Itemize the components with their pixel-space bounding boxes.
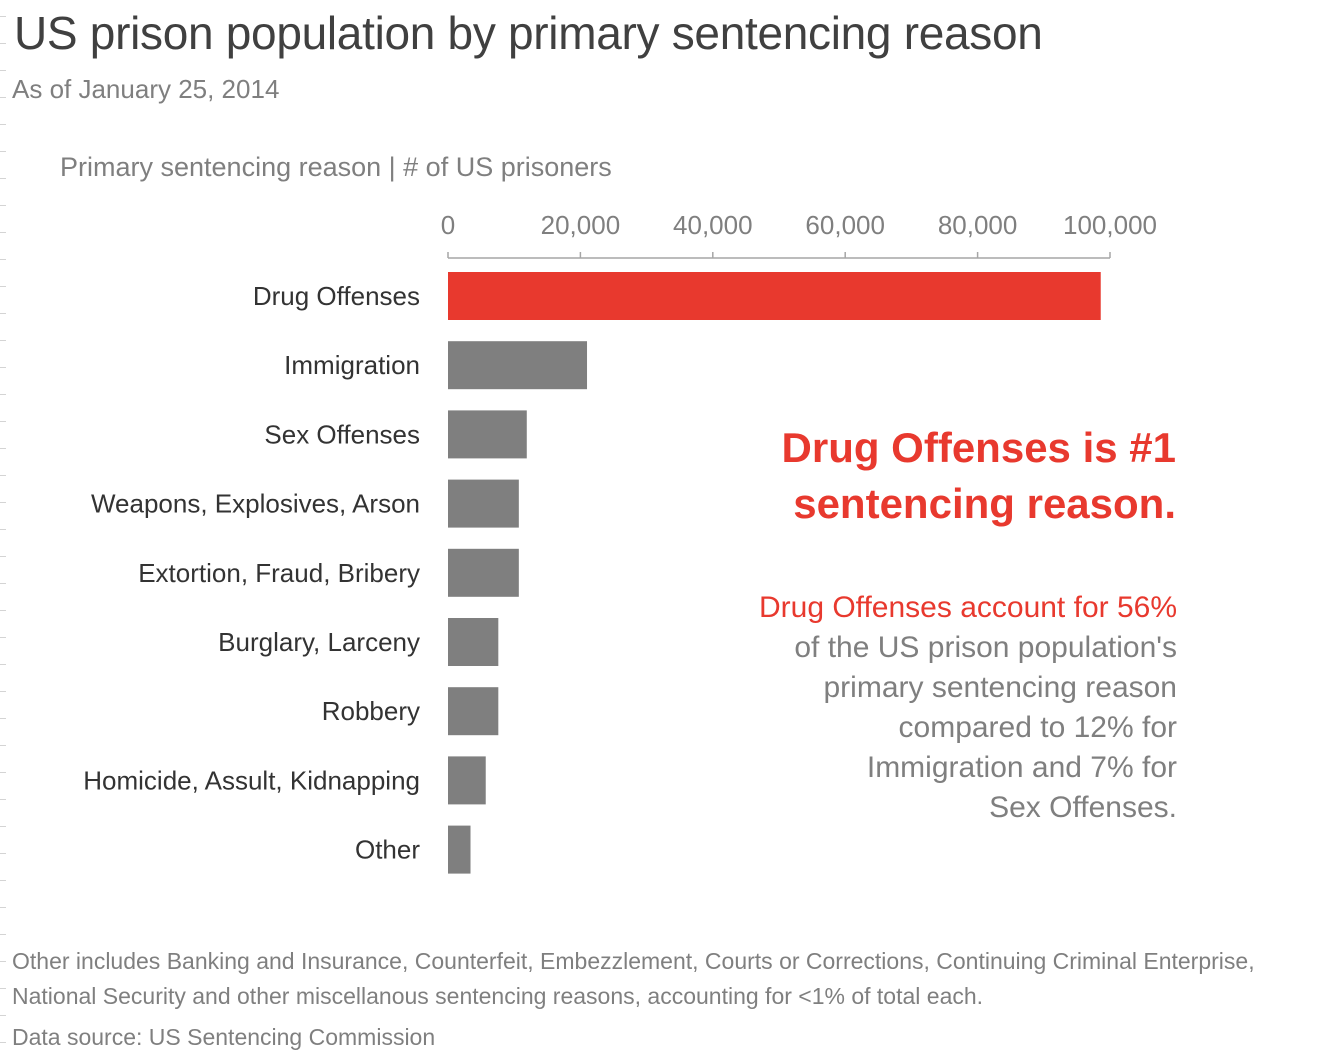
bar bbox=[448, 548, 519, 597]
callout-headline: Drug Offenses is #1 sentencing reason. bbox=[640, 420, 1176, 532]
callout-line-6: Sex Offenses. bbox=[989, 791, 1177, 824]
bar bbox=[448, 341, 588, 390]
bar bbox=[448, 410, 527, 459]
x-tick-label: 60,000 bbox=[805, 210, 885, 240]
x-tick-label: 20,000 bbox=[541, 210, 621, 240]
bar bbox=[448, 687, 499, 736]
bar bbox=[448, 756, 486, 805]
category-label: Weapons, Explosives, Arson bbox=[91, 489, 420, 519]
category-label: Immigration bbox=[284, 350, 420, 380]
category-label: Extortion, Fraud, Bribery bbox=[138, 558, 420, 588]
category-label: Sex Offenses bbox=[264, 419, 420, 449]
data-source: Data source: US Sentencing Commission bbox=[12, 1024, 436, 1050]
callout-highlight: Drug Offenses account for 56% bbox=[758, 591, 1177, 624]
category-label: Burglary, Larceny bbox=[218, 627, 420, 657]
callout-line-5: Immigration and 7% for bbox=[866, 751, 1177, 784]
footnote: Other includes Banking and Insurance, Co… bbox=[12, 948, 1255, 1009]
callout-line-4: compared to 12% for bbox=[898, 711, 1177, 744]
x-tick-label: 0 bbox=[441, 210, 455, 240]
callout-body: Drug Offenses account for 56% of the US … bbox=[640, 588, 1177, 828]
callout-headline-line2: sentencing reason. bbox=[793, 480, 1176, 527]
x-tick-label: 80,000 bbox=[938, 210, 1018, 240]
axis-caption: Primary sentencing reason | # of US pris… bbox=[60, 152, 612, 182]
left-edge-ticks bbox=[0, 0, 6, 1061]
bar bbox=[448, 618, 499, 666]
bar-chart: 0 20,000 40,000 60,000 80,000 100,000 Drug Off… bbox=[83, 210, 1157, 874]
category-label: Other bbox=[355, 835, 420, 865]
callout-line-3: primary sentencing reason bbox=[823, 671, 1177, 704]
bar bbox=[448, 479, 519, 528]
x-tick-label: 100,000 bbox=[1063, 210, 1157, 240]
chart-title: US prison population by primary sentenci… bbox=[14, 7, 1043, 59]
bar bbox=[448, 825, 471, 874]
category-label: Robbery bbox=[322, 696, 420, 726]
category-label: Drug Offenses bbox=[253, 281, 420, 311]
category-label: Homicide, Assult, Kidnapping bbox=[83, 765, 420, 795]
callout-headline-line1: Drug Offenses is #1 bbox=[781, 424, 1176, 471]
x-tick-label: 40,000 bbox=[673, 210, 753, 240]
callout-line-2: of the US prison population's bbox=[794, 631, 1177, 664]
chart-subtitle: As of January 25, 2014 bbox=[12, 74, 280, 104]
bar bbox=[448, 272, 1101, 320]
